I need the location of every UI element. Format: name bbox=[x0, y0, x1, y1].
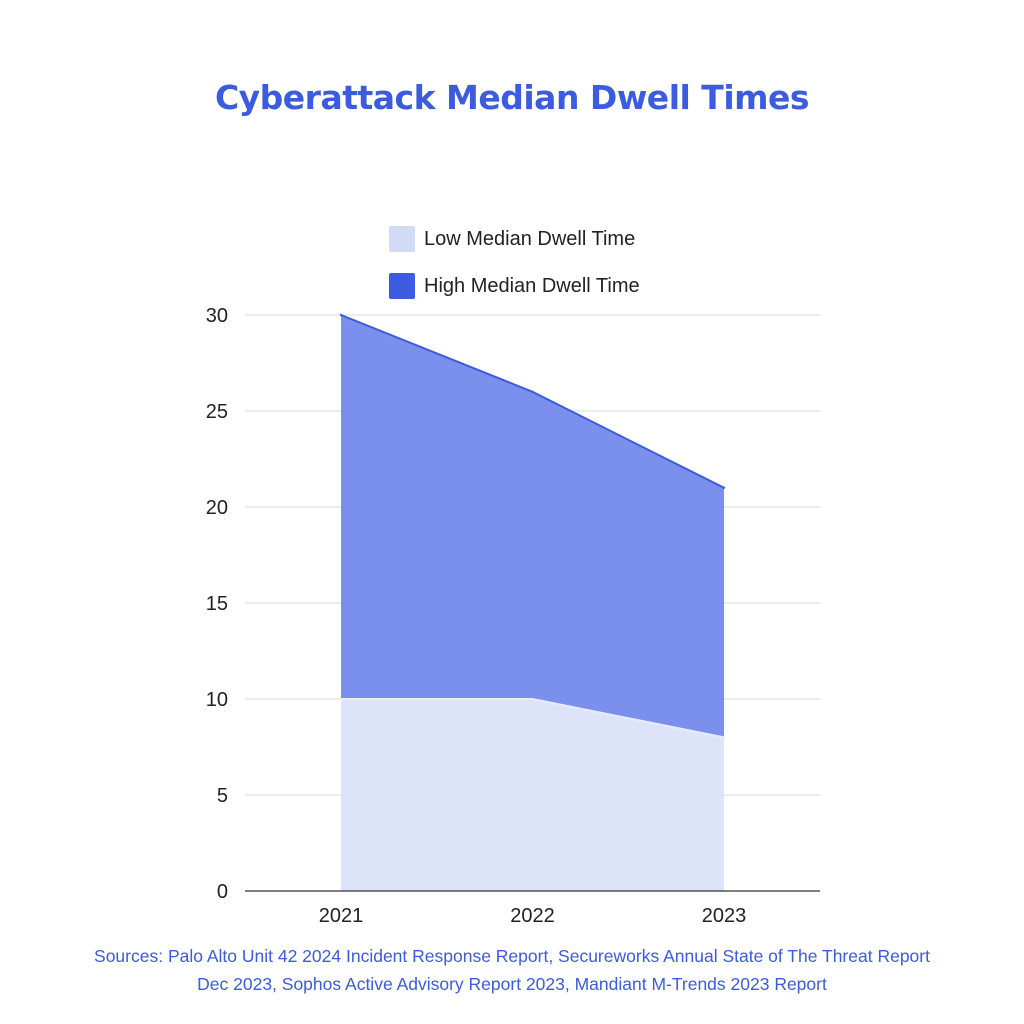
x-tick-label-2021: 2021 bbox=[319, 905, 364, 927]
y-tick-label-10: 10 bbox=[206, 689, 228, 711]
y-axis-tick-labels: 0 5 10 15 20 25 30 bbox=[206, 305, 228, 903]
y-tick-label-15: 15 bbox=[206, 593, 228, 615]
legend-label-low: Low Median Dwell Time bbox=[424, 227, 636, 250]
legend-label-high: High Median Dwell Time bbox=[424, 274, 640, 297]
area-low-median-dwell-time bbox=[341, 699, 724, 891]
sources-line-1: Sources: Palo Alto Unit 42 2024 Incident… bbox=[94, 946, 930, 966]
sources-note: Sources: Palo Alto Unit 42 2024 Incident… bbox=[0, 942, 1024, 998]
point-high-2023 bbox=[722, 486, 726, 489]
point-low-2022 bbox=[531, 697, 534, 701]
legend-swatch-low bbox=[389, 226, 415, 252]
legend-item-low: Low Median Dwell Time bbox=[389, 224, 640, 254]
point-high-2022 bbox=[531, 390, 534, 393]
y-tick-label-20: 20 bbox=[206, 497, 228, 519]
legend-item-high: High Median Dwell Time bbox=[389, 271, 640, 301]
point-low-2021 bbox=[339, 697, 343, 701]
x-axis-tick-labels: 2021 2022 2023 bbox=[319, 905, 747, 927]
y-tick-label-25: 25 bbox=[206, 401, 228, 423]
point-high-2021 bbox=[339, 313, 343, 317]
y-tick-label-30: 30 bbox=[206, 305, 228, 327]
x-tick-label-2023: 2023 bbox=[702, 905, 747, 927]
point-low-2023 bbox=[722, 736, 726, 739]
x-tick-label-2022: 2022 bbox=[510, 905, 555, 927]
area-series bbox=[339, 313, 726, 891]
sources-line-2: Dec 2023, Sophos Active Advisory Report … bbox=[197, 974, 827, 994]
legend-swatch-high bbox=[389, 273, 415, 299]
chart-legend: Low Median Dwell Time High Median Dwell … bbox=[389, 224, 640, 318]
y-tick-label-0: 0 bbox=[217, 881, 228, 903]
chart-title: Cyberattack Median Dwell Times bbox=[214, 78, 810, 117]
y-tick-label-5: 5 bbox=[217, 785, 228, 807]
